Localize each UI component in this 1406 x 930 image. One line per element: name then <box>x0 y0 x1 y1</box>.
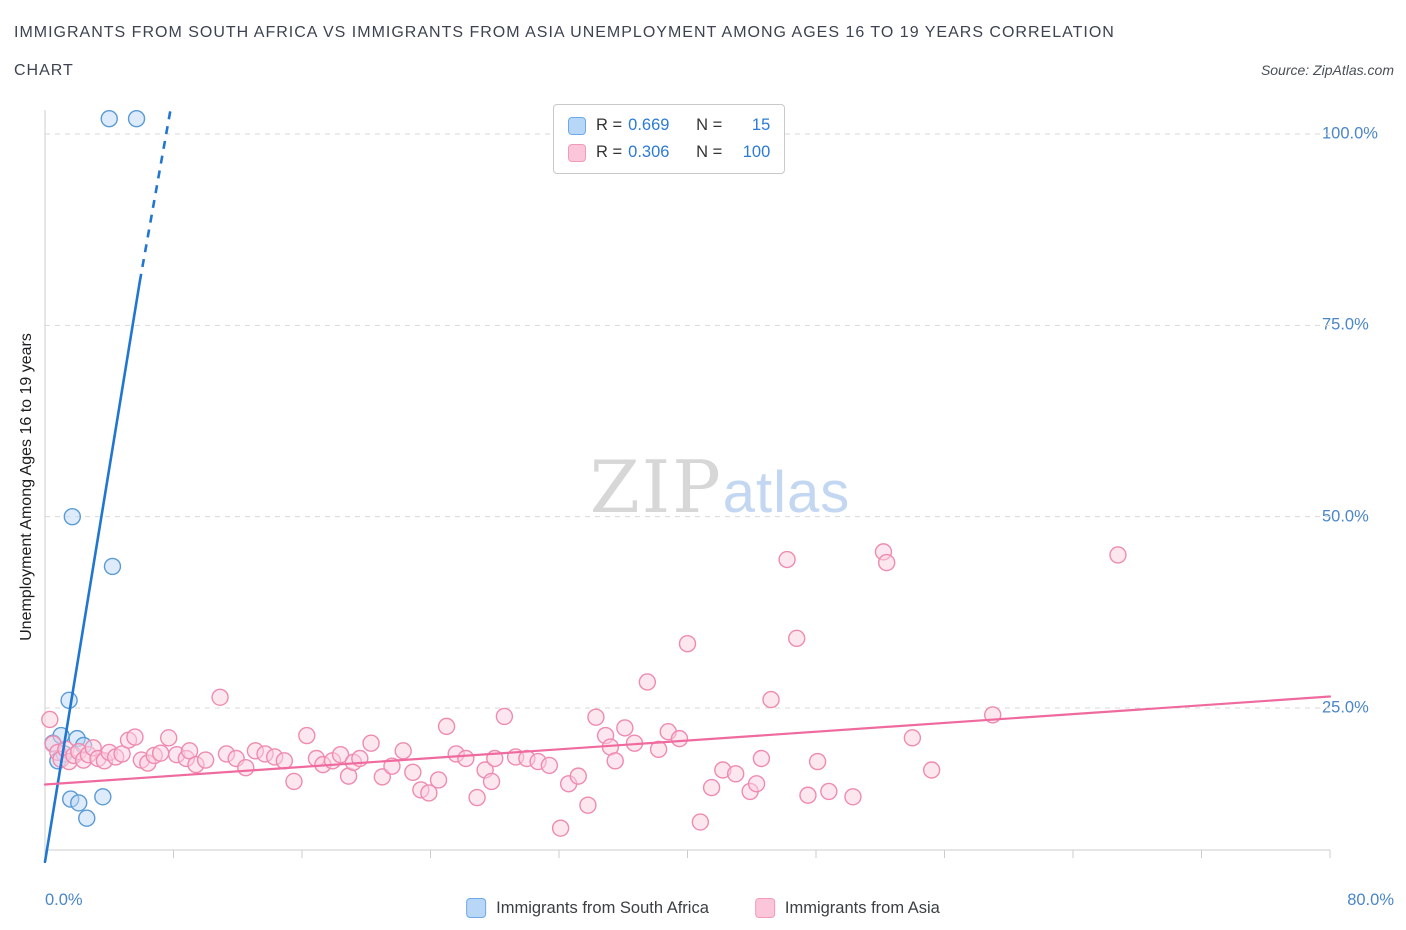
legend-row-south-africa: R = 0.669 N = 15 <box>568 112 770 139</box>
data-point-asia <box>482 772 501 791</box>
y-tick-25: 25.0% <box>1322 698 1369 717</box>
data-point-asia <box>551 819 570 837</box>
data-point-asia <box>649 740 668 759</box>
y-tick-100: 100.0% <box>1322 124 1378 143</box>
trend-line <box>43 695 1332 786</box>
r-value-south-africa: 0.669 <box>628 116 670 134</box>
data-point-asia <box>808 752 827 771</box>
data-point-asia <box>752 749 771 768</box>
page-title-line1: IMMIGRANTS FROM SOUTH AFRICA VS IMMIGRAN… <box>14 24 1115 41</box>
data-point-south-africa <box>63 507 82 526</box>
n-value-south-africa: 15 <box>751 116 771 134</box>
data-point-asia <box>579 796 597 814</box>
asia-swatch-icon <box>568 143 586 162</box>
data-point-asia <box>437 717 456 736</box>
data-point-asia <box>383 757 401 775</box>
data-point-asia <box>587 708 605 726</box>
zipatlas-watermark: ZIPatlas <box>590 445 850 529</box>
data-point-south-africa <box>100 109 118 128</box>
data-point-asia <box>275 752 294 770</box>
trend-line <box>43 280 142 864</box>
data-point-asia <box>922 761 941 779</box>
data-point-south-africa <box>94 788 112 806</box>
n-value-asia: 100 <box>742 143 771 161</box>
n-label: N = <box>696 143 723 161</box>
data-point-asia <box>429 771 448 789</box>
legend-item-asia: Immigrants from Asia <box>754 898 940 918</box>
data-point-asia <box>762 690 780 709</box>
source-attribution: Source: ZipAtlas.com <box>1260 62 1394 78</box>
data-point-asia <box>457 749 475 768</box>
data-point-asia <box>616 719 634 737</box>
data-point-south-africa <box>103 557 122 576</box>
data-point-asia <box>211 688 229 706</box>
watermark-zip: ZIP <box>589 445 723 529</box>
y-tick-50: 50.0% <box>1322 507 1369 526</box>
data-point-asia <box>844 788 862 806</box>
data-point-asia <box>606 752 624 770</box>
data-point-asia <box>331 745 350 764</box>
data-point-asia <box>285 772 303 791</box>
data-point-south-africa <box>70 794 88 812</box>
data-point-asia <box>799 786 817 804</box>
data-point-asia <box>362 734 380 752</box>
x-tick-min: 0.0% <box>45 891 83 909</box>
data-point-asia <box>877 553 896 572</box>
watermark-atlas: atlas <box>722 460 851 525</box>
r-label: R = <box>596 116 623 134</box>
data-point-asia <box>196 751 215 769</box>
data-point-asia <box>151 744 170 762</box>
data-point-asia <box>747 775 766 793</box>
page-title-line2: CHART <box>14 62 74 79</box>
data-point-asia <box>373 768 392 786</box>
data-point-asia <box>638 673 657 691</box>
data-point-asia <box>569 767 587 785</box>
data-point-asia <box>468 788 486 807</box>
series-legend: Immigrants from South Africa Immigrants … <box>466 898 940 918</box>
legend-item-south-africa: Immigrants from South Africa <box>466 898 709 918</box>
data-point-asia <box>394 742 412 760</box>
data-point-south-africa <box>78 809 96 827</box>
data-point-asia <box>404 763 422 781</box>
data-point-asia <box>420 784 438 802</box>
legend-swatch-asia <box>754 898 775 918</box>
correlation-legend-box: R = 0.669 N = 15 R = 0.306 N = 100 <box>553 104 786 174</box>
data-point-asia <box>726 765 745 783</box>
data-point-asia <box>41 710 59 729</box>
data-point-asia <box>237 758 255 777</box>
data-point-asia <box>820 782 838 801</box>
data-point-asia <box>778 550 796 569</box>
data-point-asia <box>788 629 806 648</box>
trend-line-extrapolated <box>138 110 172 282</box>
south-africa-swatch-icon <box>568 116 586 135</box>
legend-row-asia: R = 0.306 N = 100 <box>568 139 770 166</box>
data-point-asia <box>678 635 697 653</box>
data-point-asia <box>1109 546 1127 564</box>
data-point-asia <box>670 729 689 748</box>
data-point-asia <box>495 707 514 726</box>
data-point-south-africa <box>127 109 146 128</box>
data-point-asia <box>159 729 178 747</box>
data-point-asia <box>903 729 922 747</box>
r-value-asia: 0.306 <box>628 143 670 161</box>
y-tick-75: 75.0% <box>1322 315 1369 334</box>
x-tick-max: 80.0% <box>1347 891 1394 909</box>
legend-label-asia: Immigrants from Asia <box>784 898 940 917</box>
data-point-asia <box>691 813 710 831</box>
data-point-south-africa <box>60 691 78 710</box>
south-africa-swatch-icon <box>466 898 487 918</box>
legend-label-south-africa: Immigrants from South Africa <box>496 898 709 917</box>
r-label: R = <box>596 143 623 161</box>
data-point-asia <box>126 728 144 746</box>
data-point-asia <box>298 726 316 745</box>
data-point-asia <box>540 756 559 775</box>
n-label: N = <box>696 116 723 134</box>
data-point-asia <box>702 778 721 797</box>
